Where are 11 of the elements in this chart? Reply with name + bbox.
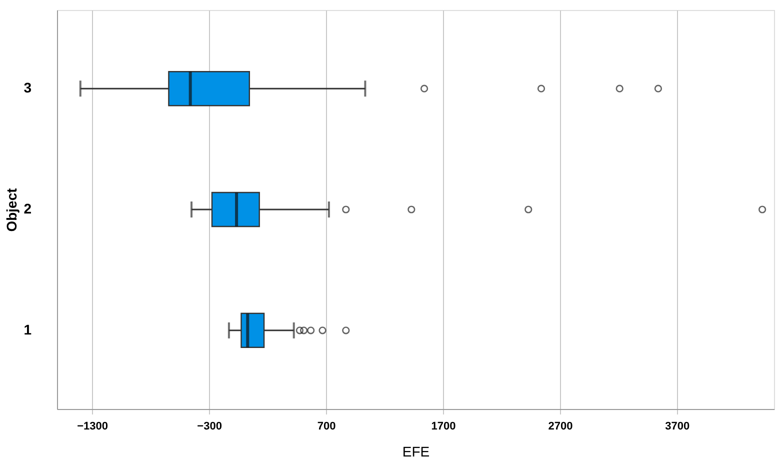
x-tick-label: 3700 [665, 420, 690, 432]
x-tick-label: −1300 [77, 420, 108, 432]
x-tick-label: 1700 [431, 420, 456, 432]
x-tick-label: 2700 [548, 420, 573, 432]
x-tick-label: −300 [197, 420, 222, 432]
y-axis-title: Object [4, 188, 20, 232]
x-tick-label: 700 [317, 420, 336, 432]
y-tick-label: 1 [24, 321, 32, 338]
x-axis-title: EFE [402, 444, 430, 460]
y-tick-label: 2 [24, 200, 32, 216]
y-tick-label: 3 [24, 80, 32, 96]
